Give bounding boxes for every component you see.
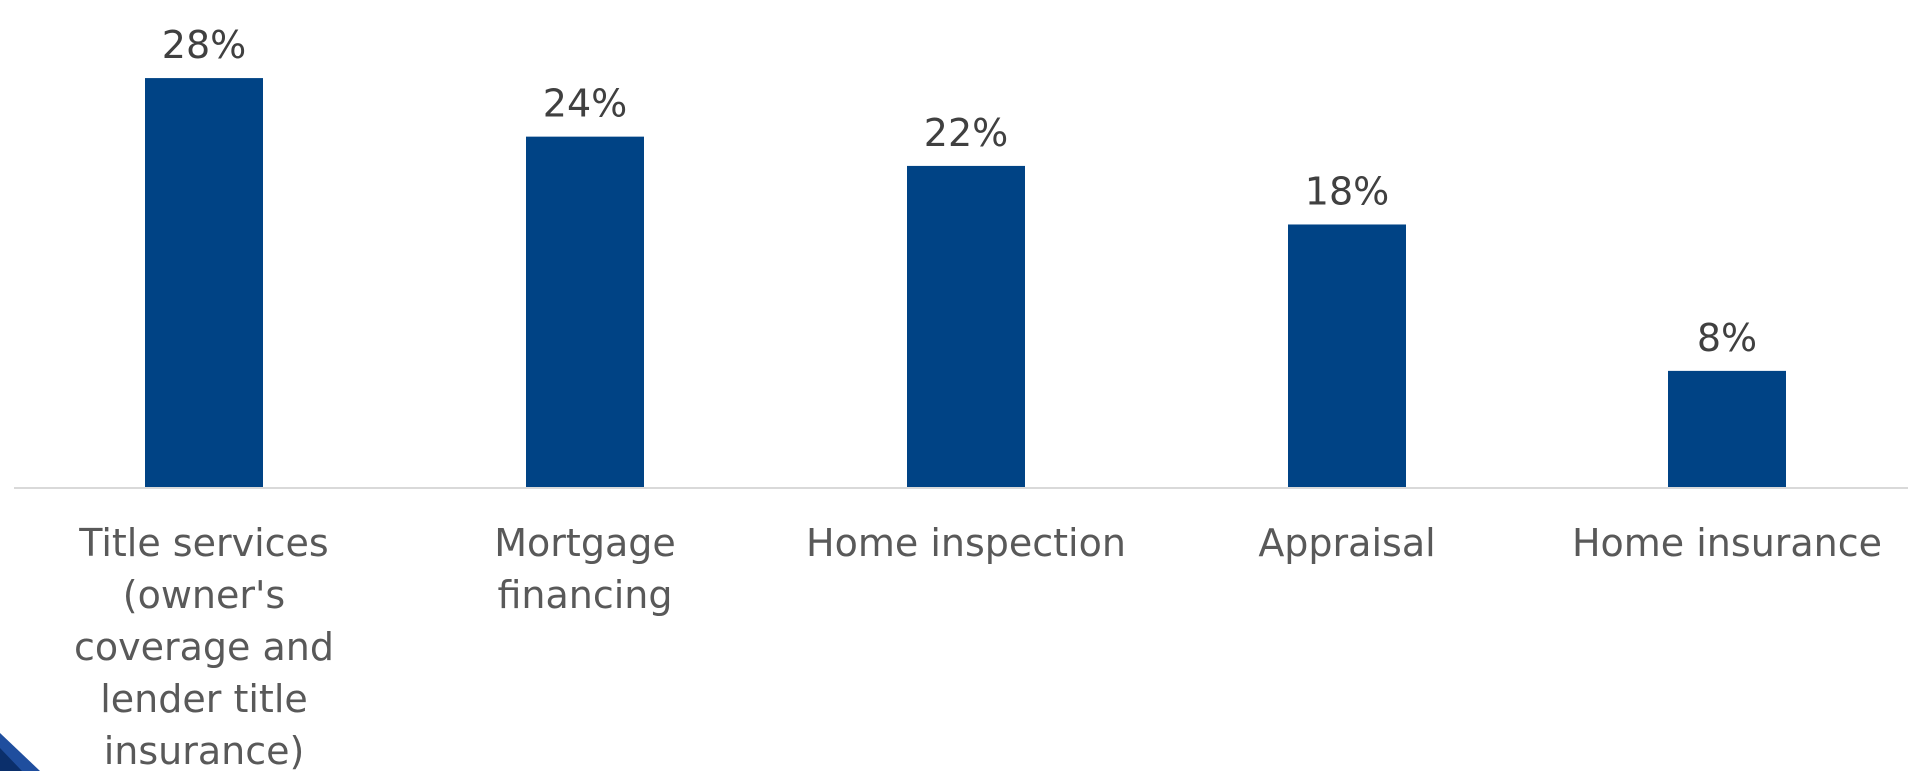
bar-0 — [145, 78, 263, 488]
data-label-0: 28% — [162, 23, 246, 67]
category-label-0: Title services (owner's coverage and lender… — [74, 521, 334, 771]
category-label-1-line-0: Mortgage — [494, 521, 675, 565]
data-label-2: 22% — [924, 111, 1008, 155]
category-label-1: Mortgage financing — [494, 521, 675, 617]
data-label-1: 24% — [543, 82, 627, 126]
category-label-3: Appraisal — [1258, 521, 1435, 565]
category-label-0-line-4: insurance) — [104, 729, 305, 771]
category-label-2: Home inspection — [806, 521, 1126, 565]
bar-2 — [907, 165, 1025, 489]
bar-1 — [526, 136, 644, 488]
category-label-0-line-2: coverage and — [74, 625, 334, 669]
category-label-4-line-0: Home insurance — [1572, 521, 1882, 565]
category-label-4: Home insurance — [1572, 521, 1882, 565]
category-labels-group: Title services (owner's coverage and lender… — [74, 521, 1882, 771]
corner-logo-decoration — [0, 733, 40, 771]
bar-4 — [1668, 370, 1786, 488]
data-label-3: 18% — [1305, 169, 1389, 213]
category-label-3-line-0: Appraisal — [1258, 521, 1435, 565]
data-label-4: 8% — [1697, 316, 1757, 360]
data-labels-group: 28% 24% 22% 18% 8% — [162, 23, 1757, 360]
category-label-0-line-1: (owner's — [123, 573, 285, 617]
category-label-1-line-1: financing — [497, 573, 672, 617]
category-label-0-line-3: lender title — [100, 677, 308, 721]
bars-group — [145, 78, 1786, 489]
category-label-2-line-0: Home inspection — [806, 521, 1126, 565]
category-label-0-line-0: Title services — [78, 521, 328, 565]
bar-3 — [1288, 224, 1406, 489]
